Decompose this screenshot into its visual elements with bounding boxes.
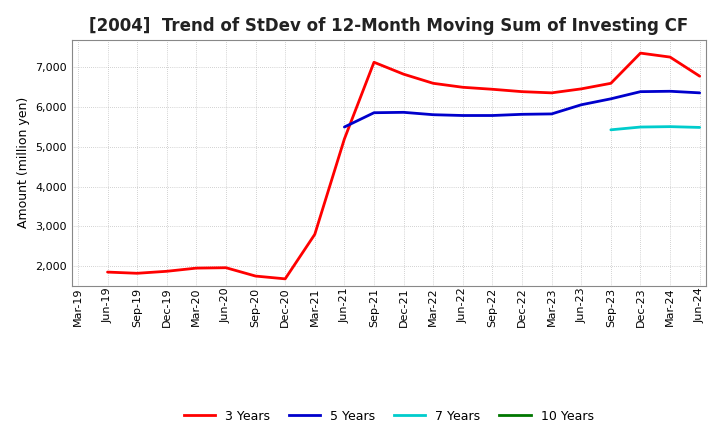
Legend: 3 Years, 5 Years, 7 Years, 10 Years: 3 Years, 5 Years, 7 Years, 10 Years xyxy=(179,405,598,428)
Title: [2004]  Trend of StDev of 12-Month Moving Sum of Investing CF: [2004] Trend of StDev of 12-Month Moving… xyxy=(89,17,688,35)
Y-axis label: Amount (million yen): Amount (million yen) xyxy=(17,97,30,228)
